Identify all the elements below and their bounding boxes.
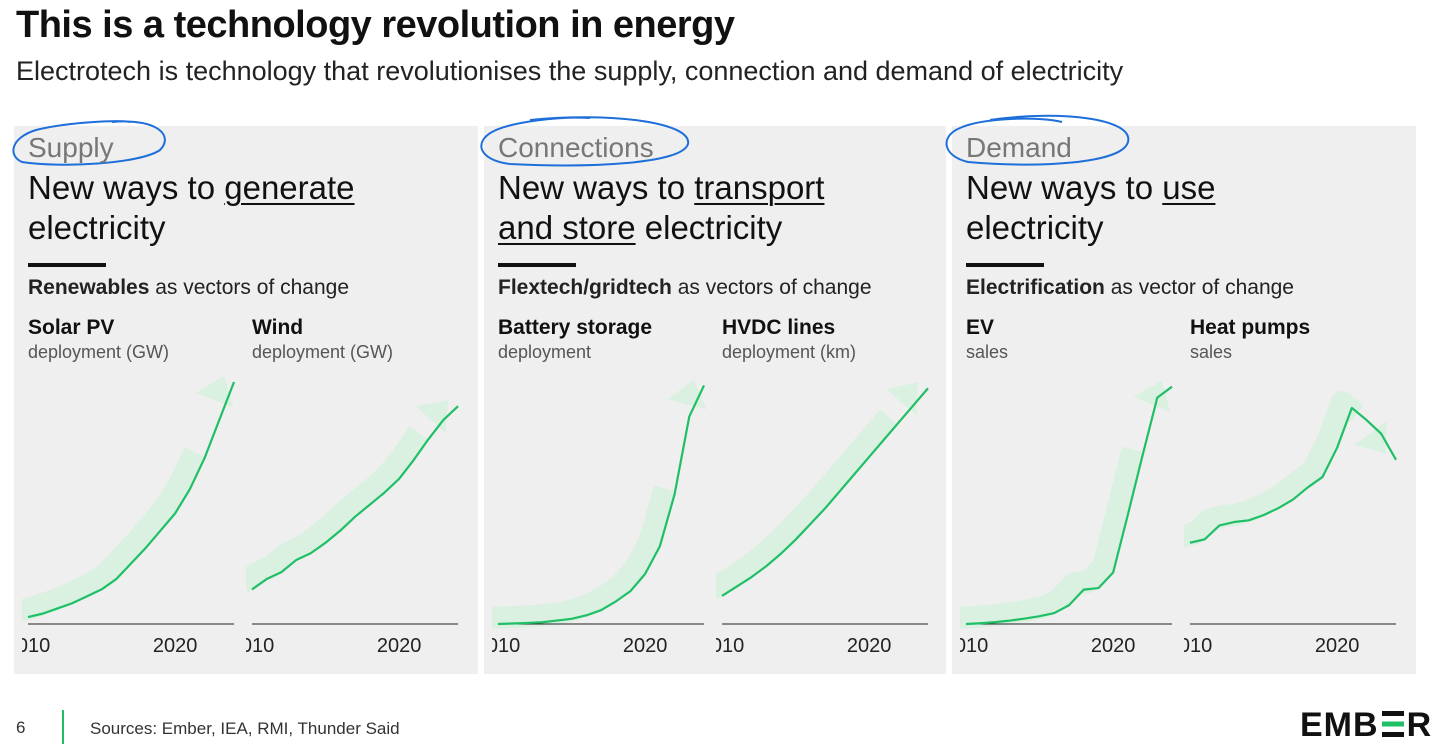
growth-arrow-body [1184,390,1364,548]
logo-e-mark [1381,711,1404,737]
slide-title: This is a technology revolution in energ… [16,4,735,46]
category-label: Supply [28,132,114,163]
growth-arrow-head [415,400,448,433]
x-tick-label: 2010 [716,635,744,657]
chart-title: Solar PV [28,316,115,339]
chart-subtitle: deployment (km) [722,342,857,362]
x-tick-label: 2010 [22,635,50,657]
x-tick-label: 2020 [847,635,892,657]
heading-divider [966,263,1044,267]
x-tick-label: 2010 [1184,635,1212,657]
growth-arrow-head [1133,380,1171,413]
chart-title: HVDC lines [722,316,836,339]
growth-arrow-body [492,485,676,629]
ev-chart: 2010 2020 [960,380,1173,657]
x-tick-label: 2010 [246,635,274,657]
wind-chart: 2010 2020 [246,400,459,657]
hvdc-lines-chart: 2010 2020 [716,382,929,657]
series-line [251,405,459,591]
x-tick-label: 2020 [153,635,198,657]
page-number: 6 [16,718,26,737]
growth-arrow-head [195,376,234,408]
vector-text: Flextech/gridtech as vectors of change [498,276,872,299]
chart-subtitle: deployment (GW) [28,342,170,362]
chart-title: Heat pumps [1190,316,1311,339]
growth-arrow-head [885,382,918,416]
series-line [27,381,236,619]
panel-heading: New ways to use electricity [966,169,1216,246]
x-tick-label: 2020 [377,635,422,657]
chart-subtitle: sales [1190,342,1233,362]
footer-divider [62,710,64,744]
growth-arrow-body [960,446,1144,629]
chart-title: EV [966,316,995,339]
ember-logo: EMB R [1300,706,1433,744]
heading-divider [28,263,106,267]
battery-storage-chart: 2010 2020 [492,379,706,657]
x-tick-label: 2020 [623,635,668,657]
growth-arrow-body [716,409,897,600]
chart-subtitle: deployment (GW) [252,342,394,362]
chart-subtitle: deployment [498,342,592,362]
x-tick-label: 2020 [1315,635,1360,657]
panel-supply: Supply New ways to generate electricity R… [12,120,478,674]
series-line [721,387,929,597]
growth-arrow-head [1354,420,1387,454]
growth-arrow-body [246,426,428,593]
slide-subtitle: Electrotech is technology that revolutio… [16,56,1124,86]
x-tick-label: 2020 [1091,635,1136,657]
panel-heading: New ways to transport and store electrici… [498,169,825,246]
series-line [965,385,1173,626]
chart-title: Battery storage [498,316,653,339]
vector-text: Electrification as vector of change [966,276,1294,299]
solar-pv-chart: 2010 2020 [22,376,236,657]
growth-arrow-body [22,447,205,622]
series-line [497,384,705,626]
x-tick-label: 2010 [492,635,520,657]
chart-subtitle: sales [966,342,1009,362]
heading-divider [498,263,576,267]
category-label: Demand [966,132,1072,163]
panel-demand: Demand New ways to use electricity Electr… [945,114,1416,674]
x-tick-label: 2010 [960,635,988,657]
category-label: Connections [498,132,654,163]
vector-text: Renewables as vectors of change [28,276,350,299]
chart-title: Wind [252,316,304,339]
heat-pumps-chart: 2010 2020 [1184,390,1397,657]
series-line [1189,406,1397,544]
sources-text: Sources: Ember, IEA, RMI, Thunder Said [90,719,400,738]
panel-connections: Connections New ways to transport and sto… [480,116,946,674]
panel-heading: New ways to generate electricity [28,169,355,246]
